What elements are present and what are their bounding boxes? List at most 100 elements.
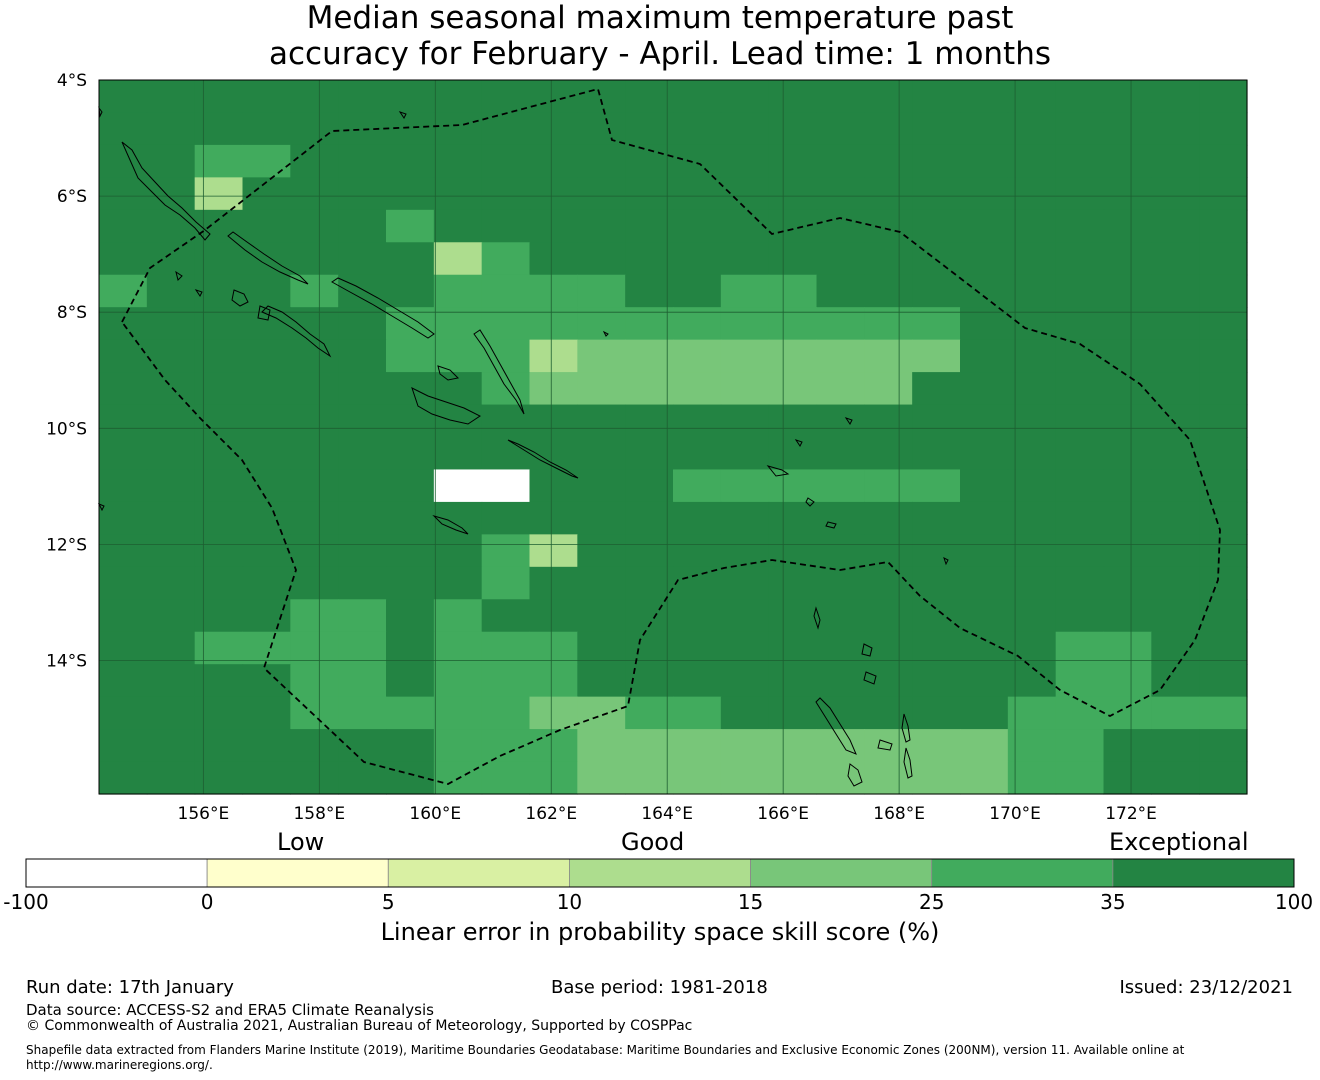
grid-cell [912,80,961,114]
grid-cell [146,112,196,146]
grid-cell [146,501,196,535]
grid-cell [1199,664,1248,698]
grid-cell [577,501,626,535]
grid-cell [720,761,770,795]
grid-cell [433,274,483,308]
grid-cell [386,242,435,276]
grid-cell [1007,307,1057,341]
grid-cell [1055,112,1105,146]
grid-cell [146,144,196,178]
island-west-edge-2 [97,503,105,512]
grid-cell [1103,729,1152,763]
grid-cell [481,372,531,406]
grid-cell [1199,372,1248,406]
grid-cell [1103,339,1152,373]
grid-cell [1007,566,1057,600]
lat-label: 10°S [46,419,87,439]
grid-cell [146,599,196,633]
grid-cell [625,761,674,795]
grid-cell [194,177,244,211]
grid-cell [1007,534,1057,568]
island-sikaiana [602,330,609,337]
grid-cell [912,144,961,178]
grid-cell [433,696,483,730]
grid-cell [673,209,722,243]
grid-cell [481,534,531,568]
grid-cell [864,501,913,535]
grid-cell [146,534,196,568]
grid-cell [386,112,435,146]
colorbar-frame [25,858,1295,888]
grid-cell [1103,80,1152,114]
grid-cell [1199,761,1248,795]
grid-cell [433,209,483,243]
grid-cell [529,566,578,600]
island-guadalcanal [411,387,481,425]
grid-cell [194,209,244,243]
grid-cell [1055,729,1105,763]
grid-cell [816,209,865,243]
grid-cell [816,112,865,146]
grid-cell [577,242,626,276]
grid-cell [673,599,722,633]
grid-cell [625,469,674,503]
grid-cell [768,242,818,276]
grid-cell [1055,599,1105,633]
colorbar [25,858,1295,888]
grid-cell [1103,696,1152,730]
grid-cell [338,696,387,730]
grid-cell [816,501,865,535]
grid-cell [481,761,531,795]
grid-cell [433,664,483,698]
island-anuta [844,417,853,425]
grid-cell [290,696,339,730]
grid-cell [194,566,244,600]
grid-cell [577,177,626,211]
grid-cell [625,209,674,243]
grid-cell [386,696,435,730]
grid-cell [912,274,961,308]
grid-cell [242,696,291,730]
grid-cell [386,404,435,438]
island-malekula [847,763,863,787]
grid-cell [99,534,148,568]
grid-cell [242,274,291,308]
grid-cell [816,664,865,698]
grid-cell [912,177,961,211]
grid-cell [194,242,244,276]
grid-cell [146,664,196,698]
grid-cell [481,209,531,243]
map-frame [98,79,1248,795]
grid-cell [290,112,339,146]
grid-cell [529,112,578,146]
grid-cell [625,631,674,665]
grid-cell [481,599,531,633]
grid-cell [146,274,196,308]
grid-cell [433,437,483,471]
grid-cell [816,339,865,373]
grid-cell [768,696,818,730]
grid-cell [1151,501,1200,535]
grid-cell [1007,696,1057,730]
grid-cell [960,501,1009,535]
grid-cell [1055,177,1105,211]
grid-cell [194,307,244,341]
grid-cell [1055,307,1105,341]
island-vella-lavella [231,289,249,307]
grid-cell [720,501,770,535]
grid-cell [99,566,148,600]
grid-cell [720,80,770,114]
grid-cell [673,437,722,471]
grid-cell [768,144,818,178]
grid-cell [290,664,339,698]
skill-map: 4°S 6°S 8°S 10°S 12°S 14°S 156°E 158°E 160°E 162… [46,71,1248,820]
grid-cell [529,372,578,406]
lat-label: 6°S [57,187,87,207]
grid-cell [1199,404,1248,438]
grid-cell [194,501,244,535]
grid-cell [481,274,531,308]
grid-cell [625,242,674,276]
grid-cell [960,112,1009,146]
grid-cell [720,631,770,665]
grid-cell [912,437,961,471]
